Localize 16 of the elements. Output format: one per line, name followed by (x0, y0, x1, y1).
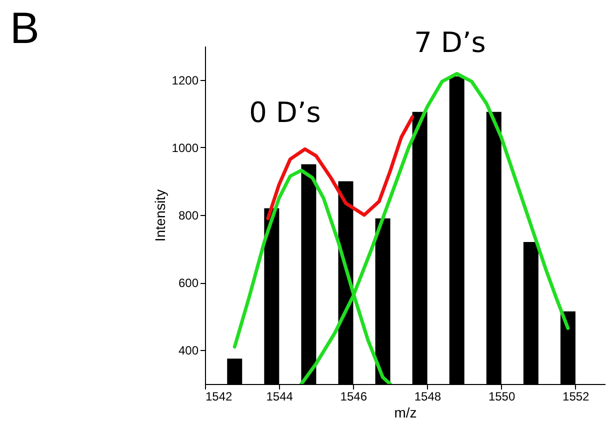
annotation: 7 D’s (414, 26, 486, 59)
y-tick-label: 800 (178, 208, 199, 222)
annotation: 0 D’s (249, 96, 321, 129)
y-axis-title: Intensity (152, 189, 168, 242)
x-tick-label: 1546 (340, 390, 368, 404)
x-axis-title: m/z (394, 404, 417, 420)
y-tick-label: 1000 (172, 140, 199, 155)
y-tick-label: 600 (178, 276, 199, 290)
chart-title: B (10, 4, 40, 53)
x-tick-label: 1550 (488, 390, 516, 404)
y-tick-label: 1200 (172, 73, 199, 88)
x-tick-label: 1548 (414, 390, 442, 404)
x-tick-label: 1552 (562, 390, 590, 404)
x-tick-label: 1542 (206, 390, 233, 404)
y-tick-label: 400 (178, 344, 199, 358)
x-tick-label: 1544 (266, 390, 294, 404)
